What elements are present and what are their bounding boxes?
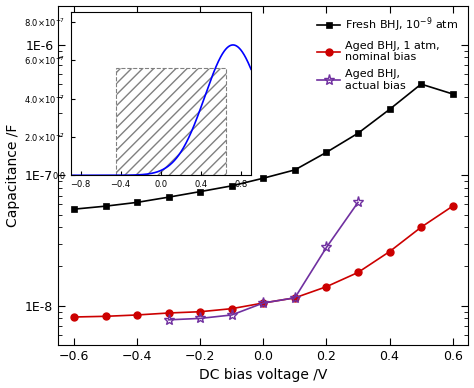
Fresh BHJ, $10^{-9}$ atm	[166, 195, 172, 199]
Aged BHJ, 1 atm,
nominal bias	[103, 314, 109, 319]
Aged BHJ, 1 atm,
nominal bias	[387, 249, 392, 254]
Fresh BHJ, $10^{-9}$ atm	[324, 150, 329, 155]
Aged BHJ, 1 atm,
nominal bias	[71, 315, 77, 319]
Aged BHJ,
actual bias	[292, 296, 298, 300]
Aged BHJ, 1 atm,
nominal bias	[134, 313, 140, 317]
Aged BHJ, 1 atm,
nominal bias	[292, 296, 298, 300]
X-axis label: DC bias voltage /V: DC bias voltage /V	[199, 369, 328, 383]
Line: Aged BHJ,
actual bias: Aged BHJ, actual bias	[163, 197, 364, 326]
Aged BHJ,
actual bias	[355, 200, 361, 205]
Fresh BHJ, $10^{-9}$ atm	[134, 200, 140, 205]
Aged BHJ, 1 atm,
nominal bias	[324, 284, 329, 289]
Aged BHJ, 1 atm,
nominal bias	[166, 311, 172, 315]
Aged BHJ, 1 atm,
nominal bias	[261, 301, 266, 305]
Aged BHJ, 1 atm,
nominal bias	[197, 309, 203, 314]
Aged BHJ, 1 atm,
nominal bias	[229, 307, 235, 311]
Aged BHJ, 1 atm,
nominal bias	[418, 225, 424, 230]
Fresh BHJ, $10^{-9}$ atm	[103, 204, 109, 208]
Fresh BHJ, $10^{-9}$ atm	[197, 189, 203, 194]
Legend: Fresh BHJ, $10^{-9}$ atm, Aged BHJ, 1 atm,
nominal bias, Aged BHJ,
actual bias: Fresh BHJ, $10^{-9}$ atm, Aged BHJ, 1 at…	[313, 11, 463, 95]
Aged BHJ,
actual bias	[197, 316, 203, 321]
Fresh BHJ, $10^{-9}$ atm	[71, 207, 77, 211]
Fresh BHJ, $10^{-9}$ atm	[418, 82, 424, 87]
Fresh BHJ, $10^{-9}$ atm	[355, 131, 361, 135]
Fresh BHJ, $10^{-9}$ atm	[292, 168, 298, 172]
Aged BHJ, 1 atm,
nominal bias	[355, 270, 361, 275]
Aged BHJ,
actual bias	[229, 313, 235, 317]
Fresh BHJ, $10^{-9}$ atm	[387, 107, 392, 112]
Y-axis label: Capacitance /F: Capacitance /F	[6, 124, 19, 227]
Aged BHJ,
actual bias	[166, 317, 172, 322]
Aged BHJ,
actual bias	[324, 245, 329, 250]
Aged BHJ, 1 atm,
nominal bias	[450, 204, 456, 208]
Fresh BHJ, $10^{-9}$ atm	[450, 92, 456, 96]
Aged BHJ,
actual bias	[261, 301, 266, 305]
Fresh BHJ, $10^{-9}$ atm	[261, 176, 266, 180]
Line: Aged BHJ, 1 atm,
nominal bias: Aged BHJ, 1 atm, nominal bias	[71, 203, 456, 320]
Line: Fresh BHJ, $10^{-9}$ atm: Fresh BHJ, $10^{-9}$ atm	[71, 81, 456, 212]
Fresh BHJ, $10^{-9}$ atm	[229, 184, 235, 188]
